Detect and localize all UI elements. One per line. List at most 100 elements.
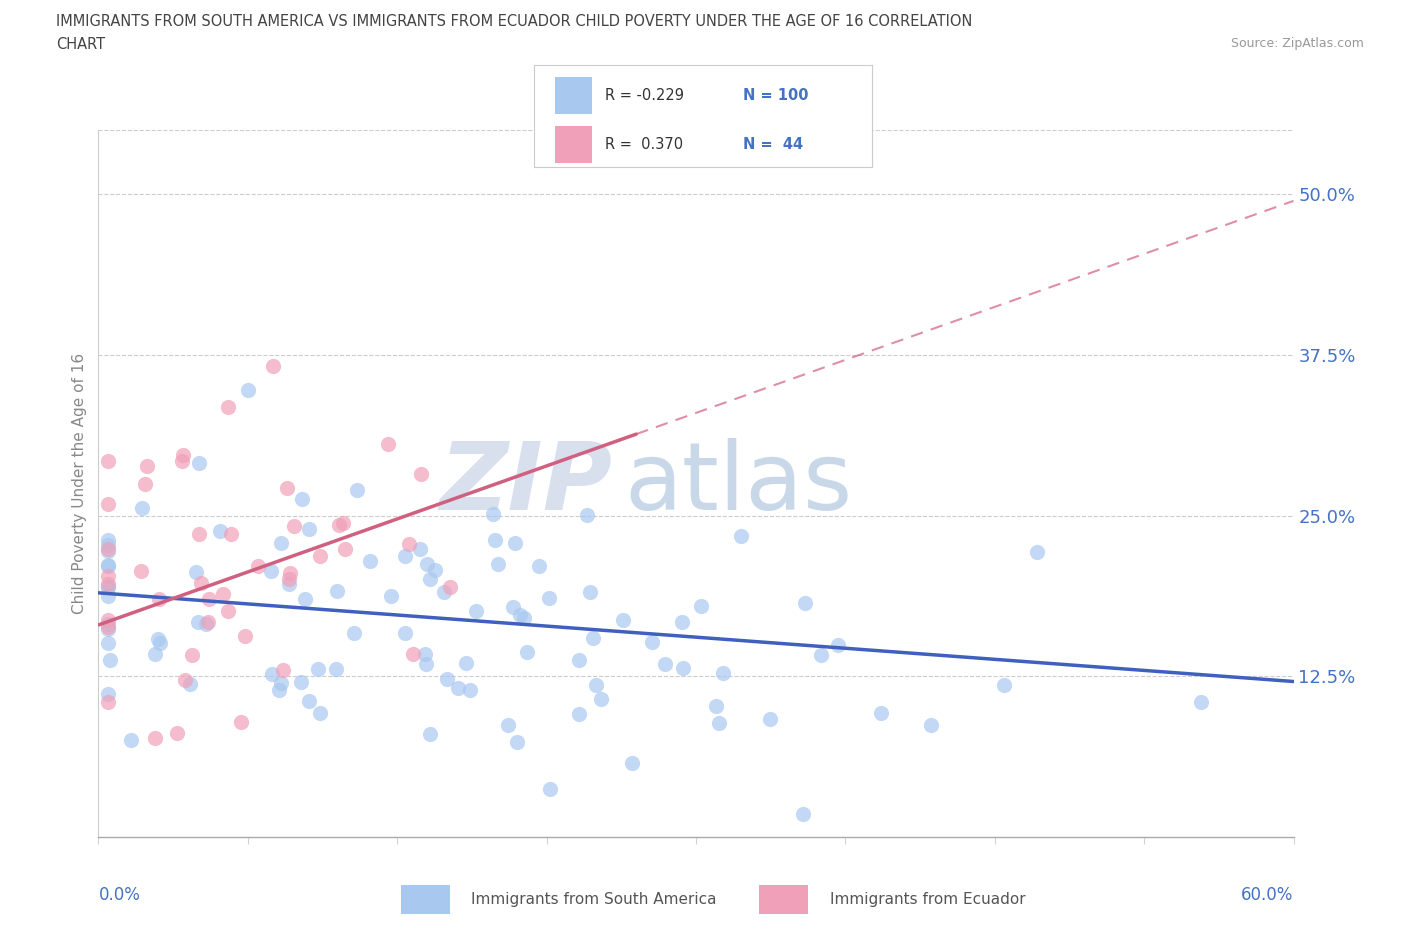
Point [585,678,607,693]
Text: ZIP: ZIP [440,438,612,529]
Point [97,589,120,604]
Point [516,644,538,659]
Point [503,536,526,551]
Point [187,615,209,630]
Point [486,557,509,572]
Point [120,733,142,748]
Point [143,730,166,745]
Point [262,358,284,373]
Point [97,695,120,710]
Point [146,631,169,646]
Point [97,622,120,637]
Point [394,626,416,641]
Point [307,662,329,677]
Point [335,542,357,557]
Point [346,483,368,498]
Point [97,497,120,512]
Point [415,647,437,662]
Point [283,519,305,534]
Point [810,647,832,662]
Text: Immigrants from Ecuador: Immigrants from Ecuador [830,892,1025,908]
Point [236,382,259,397]
Point [97,617,120,631]
Point [97,577,120,591]
Point [793,595,815,610]
Point [447,681,470,696]
Point [290,675,312,690]
Point [419,726,441,741]
Point [262,666,284,681]
Point [484,533,506,548]
Point [416,557,439,572]
Point [143,646,166,661]
Point [464,604,486,618]
Point [869,706,891,721]
Point [575,508,598,523]
Point [97,568,120,583]
Point [713,666,735,681]
Point [97,687,120,702]
Point [97,454,120,469]
FancyBboxPatch shape [401,885,450,914]
Point [458,683,481,698]
Point [260,564,283,578]
FancyBboxPatch shape [554,126,592,164]
Point [671,615,693,630]
Point [270,676,292,691]
Point [231,715,253,730]
Point [482,506,505,521]
Point [131,564,153,578]
Point [276,481,298,496]
Point [920,717,942,732]
Point [291,491,314,506]
Point [148,591,170,606]
Point [172,453,194,468]
Point [398,537,420,551]
Point [187,456,209,471]
Point [184,565,207,579]
Point [179,676,201,691]
Point [212,586,235,601]
Point [380,589,402,604]
Point [538,591,561,605]
Point [578,585,600,600]
Point [278,577,301,591]
Point [502,600,524,615]
Point [98,652,121,667]
Point [134,476,156,491]
Point [456,656,478,671]
Point [221,526,243,541]
Point [704,698,727,713]
Text: IMMIGRANTS FROM SOUTH AMERICA VS IMMIGRANTS FROM ECUADOR CHILD POVERTY UNDER THE: IMMIGRANTS FROM SOUTH AMERICA VS IMMIGRA… [56,14,973,29]
Point [97,579,120,594]
Point [759,712,782,727]
Point [568,653,591,668]
FancyBboxPatch shape [554,77,592,114]
Point [343,625,366,640]
Point [149,635,172,650]
Point [1189,694,1212,709]
Point [197,615,219,630]
Point [97,558,120,573]
Point [278,565,301,580]
Point [298,522,321,537]
FancyBboxPatch shape [759,885,808,914]
Point [173,448,195,463]
Point [409,541,432,556]
Point [246,559,269,574]
Point [506,735,529,750]
Point [131,500,153,515]
Point [359,553,381,568]
Text: N =  44: N = 44 [744,138,804,153]
Point [415,657,437,671]
Point [195,617,218,631]
Text: N = 100: N = 100 [744,88,808,103]
Point [97,532,120,547]
Text: Source: ZipAtlas.com: Source: ZipAtlas.com [1230,37,1364,50]
Point [641,634,664,649]
Point [621,756,644,771]
Y-axis label: Child Poverty Under the Age of 16: Child Poverty Under the Age of 16 [72,353,87,614]
Point [792,806,814,821]
Point [411,466,433,481]
Point [436,671,458,686]
